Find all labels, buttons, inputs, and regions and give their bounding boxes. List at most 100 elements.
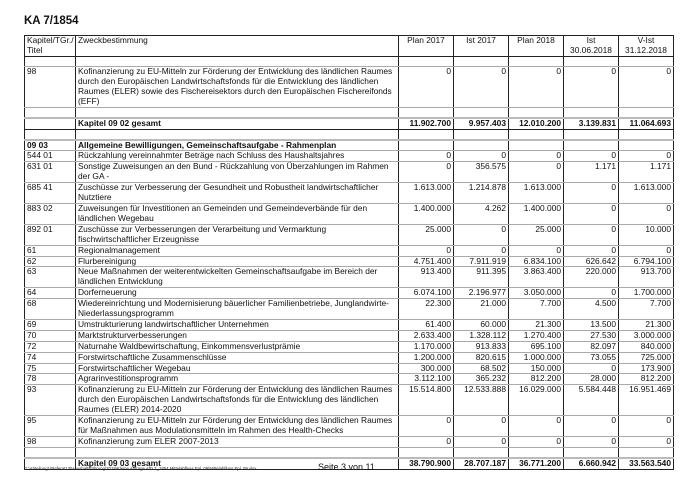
value-ist-2017: 7.911.919: [453, 256, 509, 268]
value-plan-2018: 695.100: [508, 341, 564, 353]
value-vist-31-12-2018: 21.300: [618, 319, 674, 331]
value-plan-2018: 1.400.000: [508, 203, 564, 225]
value-plan-2018: 7.700: [508, 298, 564, 320]
value-plan-2018: 16.029.000: [508, 384, 564, 417]
table-row: 78 Agrarinvestitionsprogramm 3.112.100 365.…: [24, 373, 674, 386]
empty-cell: [453, 447, 509, 459]
value-ist-2017: 913.833: [453, 341, 509, 353]
value-ist-30-06-2018: [563, 139, 619, 152]
table-row: 70 Marktstrukturverbesserungen 2.633.400 1.…: [24, 330, 674, 342]
value-plan-2017: 0: [398, 436, 454, 448]
row-purpose: Forstwirtschaftliche Zusammenschlüsse: [75, 352, 399, 364]
value-plan-2017: 1.170.000: [398, 341, 454, 353]
value-vist-31-12-2018: 33.563.540: [618, 457, 674, 470]
value-ist-2017: 9.957.403: [453, 117, 509, 130]
value-plan-2017: 0: [398, 161, 454, 184]
row-code: 68: [24, 298, 76, 320]
empty-cell: [508, 56, 564, 67]
value-plan-2018: 6.834.100: [508, 256, 564, 268]
value-plan-2017: 38.790.900: [398, 457, 454, 470]
row-purpose: Sonstige Zuweisungen an den Bund - Rückz…: [75, 161, 399, 184]
budget-table: Kapitel/TGr./ Titel Zweckbestimmung Plan…: [24, 35, 674, 470]
value-ist-2017: 0: [453, 224, 509, 246]
table-row: 62 Flurbereinigung 4.751.400 7.911.919 6.834…: [24, 256, 674, 268]
empty-cell: [453, 56, 509, 67]
value-ist-2017: 911.395: [453, 266, 509, 289]
value-ist-2017: 0: [453, 150, 509, 163]
row-purpose: Flurbereinigung: [75, 256, 399, 268]
value-plan-2018: 1.270.400: [508, 330, 564, 342]
value-ist-2017: 1.328.112: [453, 330, 509, 342]
value-ist-2017: 0: [453, 66, 509, 108]
value-plan-2018: 0: [508, 245, 564, 257]
value-vist-31-12-2018: 1.700.000: [618, 287, 674, 300]
value-plan-2017: [398, 139, 454, 152]
value-ist-2017: 356.575: [453, 161, 509, 184]
table-row: 93 Kofinanzierung zu EU-Mitteln zur Förde…: [24, 384, 674, 417]
empty-row: [24, 107, 674, 119]
value-plan-2017: 0: [398, 245, 454, 257]
header-purpose: Zweckbestimmung: [75, 35, 399, 57]
value-plan-2018: 812.200: [508, 373, 564, 386]
header-code: Kapitel/TGr./ Titel: [24, 35, 76, 57]
row-code: 883 02: [24, 203, 76, 225]
row-purpose: Zuschüsse zur Verbesserungen der Verarbe…: [75, 224, 399, 246]
empty-cell: [453, 107, 509, 119]
value-ist-2017: 2.196.977: [453, 287, 509, 300]
row-code: 892 01: [24, 224, 76, 246]
table-row: 72 Naturnahe Waldbewirtschaftung, Einkomm…: [24, 341, 674, 353]
value-ist-30-06-2018: 6.660.942: [563, 457, 619, 470]
value-plan-2018: 0: [508, 415, 564, 437]
row-code: 70: [24, 330, 76, 342]
row-code: 93: [24, 384, 76, 417]
value-vist-31-12-2018: 840.000: [618, 341, 674, 353]
row-purpose: Wiedereinrichtung und Modernisierung bäu…: [75, 298, 399, 320]
row-code: 78: [24, 373, 76, 386]
value-vist-31-12-2018: 3.000.000: [618, 330, 674, 342]
value-ist-30-06-2018: 0: [563, 66, 619, 108]
row-code: 631 01: [24, 161, 76, 184]
header-ist-line2: 30.06.2018: [570, 44, 612, 55]
value-ist-30-06-2018: 27.530: [563, 330, 619, 342]
value-ist-30-06-2018: 0: [563, 415, 619, 437]
empty-cell: [508, 447, 564, 459]
total-row: Kapitel 09 03 gesamt 38.790.900 28.707.187…: [24, 457, 674, 470]
header-row: Kapitel/TGr./ Titel Zweckbestimmung Plan…: [24, 35, 674, 57]
value-plan-2017: 0: [398, 415, 454, 437]
table-row: 69 Umstrukturierung landwirtschaftlicher …: [24, 319, 674, 331]
value-ist-30-06-2018: 5.584.448: [563, 384, 619, 417]
value-ist-30-06-2018: 1.171: [563, 161, 619, 184]
value-ist-2017: [453, 139, 509, 152]
empty-row: [24, 129, 674, 141]
header-vist-line1: V-Ist: [637, 35, 655, 45]
value-plan-2017: 3.112.100: [398, 373, 454, 386]
value-plan-2018: 1.613.000: [508, 182, 564, 204]
row-purpose: Marktstrukturverbesserungen: [75, 330, 399, 342]
value-vist-31-12-2018: 0: [618, 436, 674, 448]
value-ist-2017: 60.000: [453, 319, 509, 331]
table-row: 892 01 Zuschüsse zur Verbesserungen der V…: [24, 224, 674, 246]
value-ist-30-06-2018: 28.000: [563, 373, 619, 386]
row-purpose: Kofinanzierung zum ELER 2007-2013: [75, 436, 399, 448]
table-row: 74 Forstwirtschaftliche Zusammenschlüsse 1…: [24, 352, 674, 364]
value-plan-2018: 25.000: [508, 224, 564, 246]
empty-cell: [75, 107, 399, 119]
row-purpose: Kofinanzierung zu EU-Mitteln zur Förderu…: [75, 66, 399, 108]
row-purpose: Umstrukturierung landwirtschaftlicher Un…: [75, 319, 399, 331]
value-ist-2017: 68.502: [453, 363, 509, 375]
row-code: 95: [24, 415, 76, 437]
table-row: 883 02 Zuweisungen für Investitionen an G…: [24, 203, 674, 225]
row-code: 09 03: [24, 139, 76, 152]
value-vist-31-12-2018: 0: [618, 150, 674, 163]
value-vist-31-12-2018: 10.000: [618, 224, 674, 246]
header-ist-30-06-2018: Ist 30.06.2018: [563, 35, 619, 57]
value-ist-30-06-2018: 13.500: [563, 319, 619, 331]
value-ist-30-06-2018: 73.055: [563, 352, 619, 364]
value-ist-30-06-2018: 82.097: [563, 341, 619, 353]
value-plan-2017: 4.751.400: [398, 256, 454, 268]
header-plan-2017: Plan 2017: [398, 35, 454, 57]
empty-cell: [618, 107, 674, 119]
empty-cell: [75, 129, 399, 141]
empty-cell: [75, 447, 399, 459]
row-code: 63: [24, 266, 76, 289]
